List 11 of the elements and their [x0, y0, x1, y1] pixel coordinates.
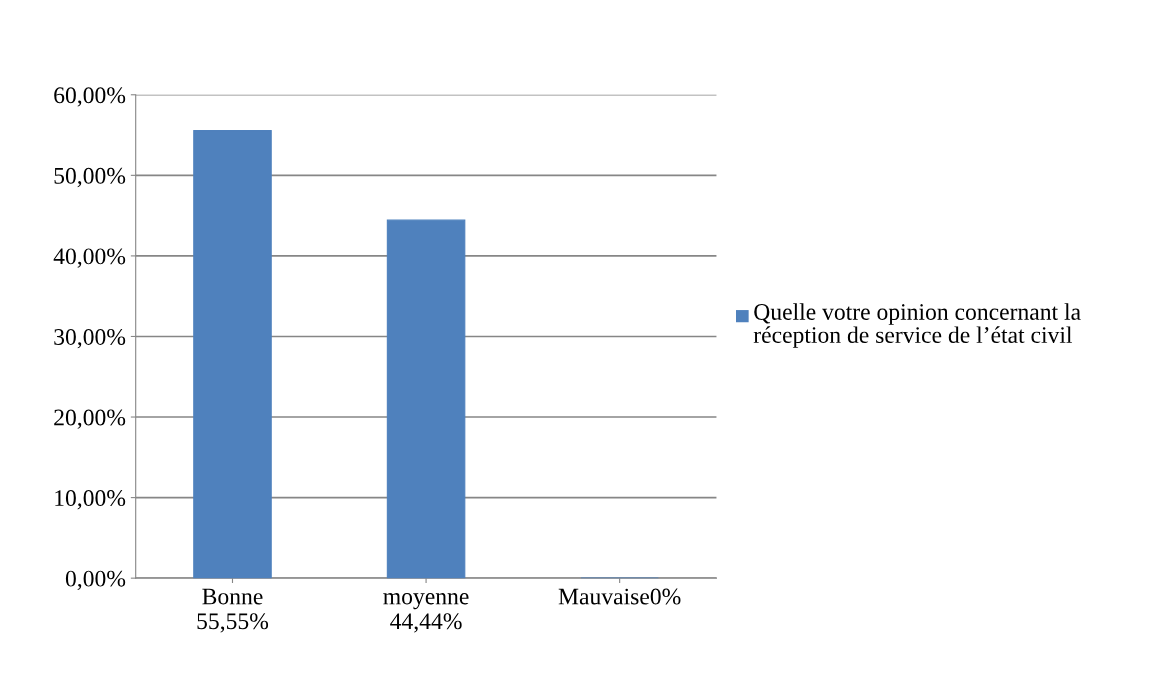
y-tick-label: 50,00%	[54, 167, 126, 188]
legend-label: Quelle votre opinion concernant la réception de service de l’état civil	[753, 303, 1081, 348]
x-tick-label: Mauvaise0%	[558, 588, 681, 605]
y-tick-label: 0,00%	[65, 570, 126, 590]
y-tick-label: 60,00%	[54, 87, 126, 107]
x-tick-label: moyenne 44,44%	[383, 593, 469, 633]
x-tick-label: Bonne 55,55%	[197, 588, 269, 633]
y-tick-label: 40,00%	[53, 248, 126, 268]
y-tick-label: 10,00%	[55, 490, 126, 510]
y-tick-label: 20,00%	[54, 409, 126, 429]
y-tick-label: 30,00%	[54, 328, 126, 349]
